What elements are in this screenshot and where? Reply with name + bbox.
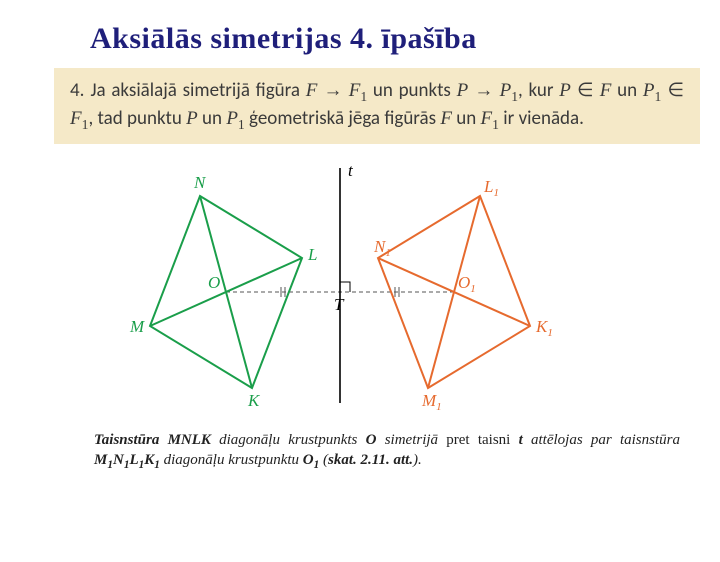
diagram: M N L K O M1 N1 L1 K1 O1 t T	[0, 148, 720, 428]
prop-F: F	[306, 80, 318, 101]
cap-p4: pret taisni	[438, 432, 519, 448]
caption: Taisnstūra MNLK diagonāļu krustpunkts O …	[94, 430, 680, 473]
prop-and1: un punkts	[367, 79, 456, 102]
property-number: 4.	[70, 79, 84, 102]
cap-O: O	[366, 432, 377, 448]
cap-p5a	[523, 432, 531, 448]
svg-text:L1: L1	[483, 177, 499, 199]
cap-p6: diagonāļu krustpunktu	[160, 452, 303, 468]
cap-M1N1L1K1: M1N1L1K1	[94, 452, 160, 468]
property-box: 4. Ja aksiālajā simetrijā figūra F → F1 u…	[54, 68, 700, 144]
prop-arrow1: →	[317, 80, 348, 101]
svg-text:t: t	[348, 161, 354, 180]
cap-p1: Taisnstūra MNLK	[94, 432, 211, 448]
svg-text:K: K	[247, 391, 261, 410]
svg-text:M1: M1	[421, 391, 442, 413]
prop-and2: un	[611, 79, 642, 102]
page-title: Aksiālās simetrijas 4. īpašība	[90, 22, 720, 56]
prop-tail2: ģeometriskā jēga figūrās	[245, 107, 441, 130]
svg-text:T: T	[334, 295, 345, 314]
cap-p7: (	[319, 452, 328, 468]
prop-P1u: P1	[226, 108, 244, 129]
cap-p5: attēlojas par taisnstūra	[531, 432, 680, 448]
cap-p8: ).	[413, 452, 422, 468]
cap-p2: diagonāļu krustpunkts	[211, 432, 366, 448]
prop-Fin: F	[600, 80, 612, 101]
svg-text:N1: N1	[373, 237, 391, 259]
prop-and4: un	[452, 107, 481, 130]
prop-P1: P1	[500, 80, 518, 101]
svg-text:K1: K1	[535, 317, 553, 339]
svg-text:N: N	[193, 173, 207, 192]
prop-Pu: P	[186, 108, 198, 129]
svg-text:O1: O1	[458, 273, 476, 295]
cap-O1: O1	[303, 452, 319, 468]
prop-P1in: P1	[643, 80, 661, 101]
prop-F1in: F1	[70, 108, 88, 129]
prop-in2: ∈	[661, 80, 684, 101]
prop-and3: un	[198, 107, 227, 130]
prop-P: P	[457, 80, 469, 101]
prop-Pin: P	[559, 80, 571, 101]
diagram-svg: M N L K O M1 N1 L1 K1 O1 t T	[90, 148, 590, 418]
svg-text:L: L	[307, 245, 317, 264]
prop-F1: F1	[349, 80, 367, 101]
prop-F1f: F1	[481, 108, 499, 129]
prop-Ff: F	[440, 108, 452, 129]
cap-p3: simetrijā	[376, 432, 438, 448]
cap-skat: skat. 2.11. att.	[328, 452, 413, 468]
prop-tail3: ir vienāda.	[499, 107, 584, 130]
prop-t1: Ja aksiālajā simetrijā figūra	[90, 79, 305, 102]
svg-text:M: M	[129, 317, 145, 336]
prop-arrow2: →	[468, 80, 499, 101]
prop-comma: , kur	[518, 79, 559, 102]
svg-text:O: O	[208, 273, 220, 292]
prop-tail1: , tad punktu	[88, 107, 186, 130]
prop-in: ∈	[571, 80, 600, 101]
